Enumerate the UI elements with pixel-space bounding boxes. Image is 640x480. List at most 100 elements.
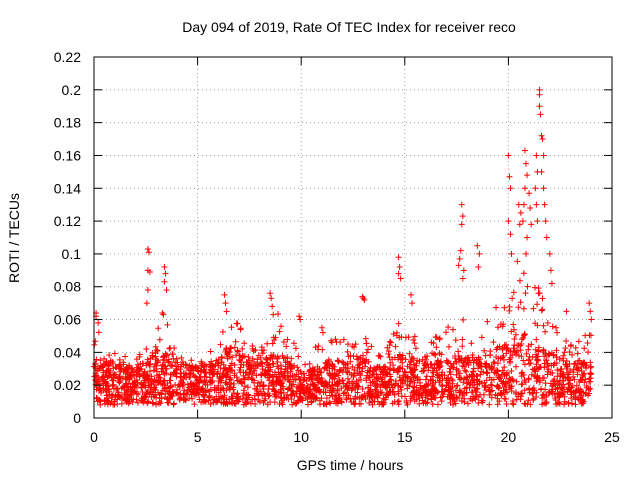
data-point bbox=[285, 396, 292, 403]
data-point bbox=[332, 336, 339, 343]
data-point bbox=[267, 399, 274, 406]
data-point bbox=[258, 378, 265, 385]
data-point bbox=[161, 264, 168, 271]
data-point bbox=[181, 373, 188, 380]
data-point bbox=[214, 368, 221, 375]
data-point bbox=[280, 339, 287, 346]
data-point bbox=[182, 396, 189, 403]
data-point bbox=[483, 363, 490, 370]
data-point bbox=[437, 363, 444, 370]
data-point bbox=[520, 305, 527, 312]
data-point bbox=[345, 380, 352, 387]
data-point bbox=[344, 341, 351, 348]
data-point bbox=[294, 364, 301, 371]
data-point bbox=[411, 384, 418, 391]
data-point bbox=[155, 325, 162, 332]
data-point bbox=[412, 345, 419, 352]
data-point bbox=[552, 395, 559, 402]
data-point bbox=[227, 353, 234, 360]
data-point bbox=[469, 368, 476, 375]
data-point bbox=[372, 386, 379, 393]
data-point bbox=[105, 362, 112, 369]
data-point bbox=[553, 360, 560, 367]
data-point bbox=[300, 377, 307, 384]
data-point bbox=[369, 372, 376, 379]
data-point bbox=[468, 340, 475, 347]
data-point bbox=[520, 371, 527, 378]
data-point bbox=[218, 355, 225, 362]
data-point bbox=[142, 394, 149, 401]
data-point bbox=[518, 393, 525, 400]
data-point bbox=[140, 379, 147, 386]
data-point bbox=[567, 367, 574, 374]
data-point bbox=[447, 371, 454, 378]
data-point bbox=[483, 369, 490, 376]
data-point bbox=[479, 399, 486, 406]
data-point bbox=[508, 250, 515, 257]
data-point bbox=[477, 391, 484, 398]
data-point bbox=[533, 389, 540, 396]
data-point bbox=[155, 379, 162, 386]
data-point bbox=[207, 361, 214, 368]
data-point bbox=[160, 369, 167, 376]
data-point bbox=[503, 400, 510, 407]
data-point bbox=[111, 401, 118, 408]
data-point bbox=[162, 270, 169, 277]
data-point bbox=[201, 369, 208, 376]
data-point bbox=[279, 385, 286, 392]
data-point bbox=[491, 360, 498, 367]
data-point bbox=[186, 373, 193, 380]
data-point bbox=[270, 311, 277, 318]
data-point bbox=[129, 366, 136, 373]
data-point bbox=[224, 400, 231, 407]
data-point bbox=[581, 345, 588, 352]
data-point bbox=[374, 398, 381, 405]
data-point bbox=[153, 401, 160, 408]
data-point bbox=[359, 386, 366, 393]
data-point bbox=[345, 385, 352, 392]
data-point bbox=[411, 333, 418, 340]
data-point bbox=[385, 351, 392, 358]
data-point bbox=[272, 391, 279, 398]
data-point bbox=[207, 386, 214, 393]
data-point bbox=[217, 365, 224, 372]
data-point bbox=[167, 371, 174, 378]
data-point bbox=[106, 388, 113, 395]
data-point bbox=[533, 351, 540, 358]
data-point bbox=[111, 350, 118, 357]
data-point bbox=[295, 353, 302, 360]
data-point bbox=[200, 366, 207, 373]
data-point bbox=[142, 374, 149, 381]
data-point bbox=[272, 334, 279, 341]
data-point bbox=[544, 368, 551, 375]
data-point bbox=[134, 379, 141, 386]
y-axis-title: ROTI / TECUs bbox=[6, 193, 22, 283]
data-point bbox=[236, 396, 243, 403]
data-point bbox=[451, 352, 458, 359]
data-point bbox=[404, 385, 411, 392]
data-point bbox=[269, 354, 276, 361]
data-point bbox=[438, 351, 445, 358]
data-point bbox=[518, 336, 525, 343]
data-point bbox=[519, 390, 526, 397]
data-point bbox=[566, 385, 573, 392]
data-point bbox=[295, 385, 302, 392]
data-point bbox=[144, 245, 151, 252]
data-point bbox=[210, 399, 217, 406]
data-point bbox=[237, 325, 244, 332]
data-point bbox=[497, 321, 504, 328]
data-point bbox=[296, 313, 303, 320]
data-point bbox=[522, 290, 529, 297]
data-point bbox=[445, 324, 452, 331]
data-point bbox=[494, 395, 501, 402]
data-point bbox=[219, 371, 226, 378]
data-point bbox=[469, 351, 476, 358]
data-point bbox=[281, 374, 288, 381]
data-point bbox=[359, 365, 366, 372]
data-point bbox=[457, 247, 464, 254]
data-point bbox=[393, 332, 400, 339]
data-point bbox=[409, 383, 416, 390]
data-point bbox=[386, 381, 393, 388]
data-point bbox=[487, 388, 494, 395]
data-point bbox=[517, 347, 524, 354]
